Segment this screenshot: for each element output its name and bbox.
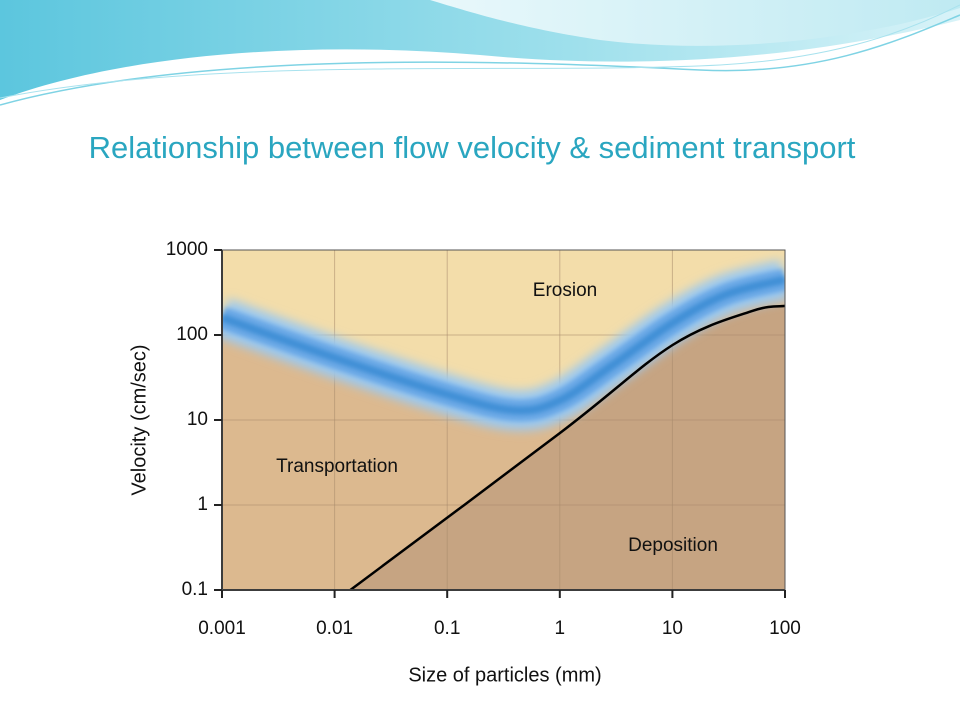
- y-axis-label: Velocity (cm/sec): [128, 344, 150, 495]
- header-line: [0, 14, 960, 106]
- y-tick-label: 10: [187, 409, 208, 430]
- y-tick-label: 0.1: [182, 579, 208, 600]
- region-label: Deposition: [628, 535, 718, 556]
- x-axis-label: Size of particles (mm): [408, 664, 601, 686]
- deposition-region: [350, 305, 785, 590]
- x-tick-label: 10: [662, 618, 683, 639]
- y-tick-label: 1000: [166, 239, 208, 260]
- x-tick-label: 0.1: [434, 618, 460, 639]
- slide-title: Relationship between flow velocity & sed…: [89, 130, 856, 165]
- plot-regions: [222, 250, 785, 590]
- erosion-curve: [222, 275, 785, 415]
- x-tick-label: 0.01: [316, 618, 353, 639]
- deposition-curve: [349, 304, 785, 590]
- x-tick-label: 1: [555, 618, 566, 639]
- header-wave-light: [430, 0, 960, 46]
- plot-area: 0.001 0.01 0.1 1 10 100 0.1 1 10 100 1000 Erosion Tr…: [166, 239, 801, 639]
- header-line: [0, 4, 960, 99]
- y-tick-label: 100: [176, 324, 208, 345]
- x-tick-label: 100: [769, 618, 801, 639]
- region-label: Transportation: [276, 456, 398, 477]
- x-tick-label: 0.001: [198, 618, 246, 639]
- y-tick-label: 1: [197, 494, 208, 515]
- region-label: Erosion: [533, 280, 597, 301]
